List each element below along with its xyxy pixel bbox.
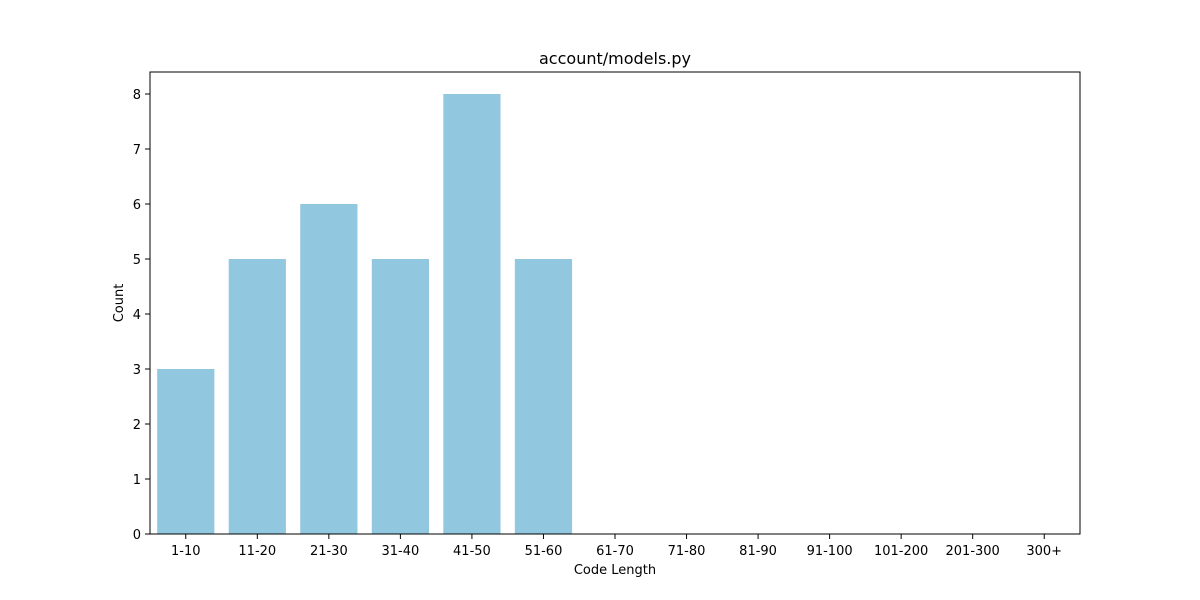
x-tick-label: 300+ [1026,544,1062,559]
x-tick-label: 61-70 [596,544,634,559]
chart-title: account/models.py [539,49,691,68]
y-tick-label: 1 [133,473,141,488]
bar-51-60 [514,259,573,534]
x-tick-label: 81-90 [739,544,777,559]
bar-1-10 [157,369,215,534]
x-tick-label: 1-10 [171,544,201,559]
bar-31-40 [371,259,429,534]
x-tick-label: 71-80 [668,544,706,559]
x-tick-label: 41-50 [453,544,491,559]
x-tick-label: 21-30 [310,544,348,559]
y-tick-label: 8 [133,88,141,103]
x-tick-label: 101-200 [874,544,928,559]
bar-41-50 [443,94,501,534]
x-tick-label: 201-300 [946,544,1000,559]
x-tick-label: 91-100 [807,544,853,559]
y-tick-label: 4 [133,308,141,323]
y-tick-label: 2 [133,418,141,433]
x-tick-label: 51-60 [525,544,563,559]
y-tick-label: 7 [133,143,141,158]
plot-frame [149,71,1081,535]
x-axis-ticks: 1-10 11-20 21-30 31-40 41-50 51-60 61-70 71-80 8… [171,534,1062,559]
bars-group [157,94,573,534]
x-tick-label: 31-40 [381,544,419,559]
x-tick-label: 11-20 [238,544,276,559]
bar-11-20 [228,259,286,534]
y-tick-label: 5 [133,253,141,268]
y-axis-ticks: 0 1 2 3 4 5 6 7 8 [133,88,150,543]
y-axis-label: Count [112,284,127,323]
y-tick-label: 0 [133,528,141,543]
y-tick-label: 6 [133,198,141,213]
x-axis-label: Code Length [574,563,656,578]
y-tick-label: 3 [133,363,141,378]
bar-21-30 [300,204,358,534]
